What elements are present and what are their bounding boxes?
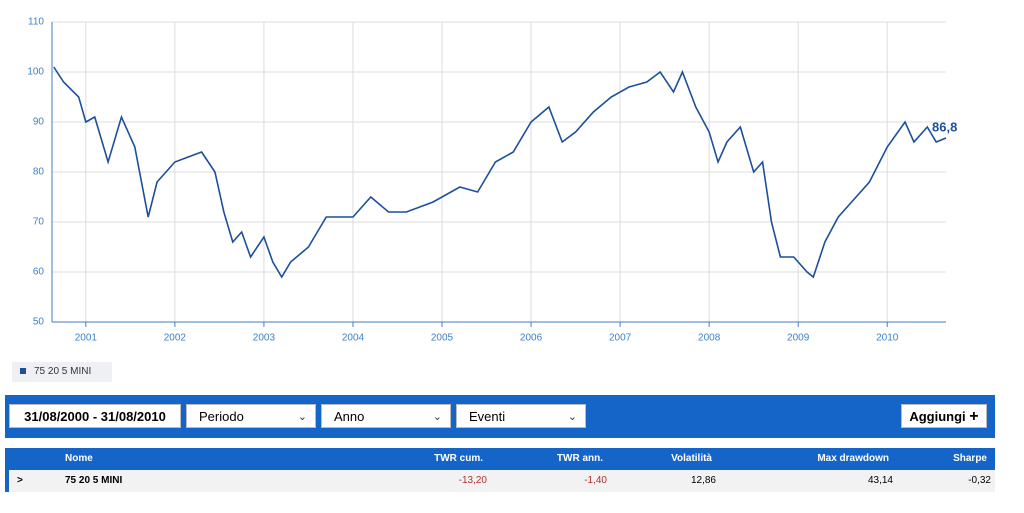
y-tick-label: 70: [33, 217, 45, 228]
x-tick-label: 2007: [609, 333, 632, 344]
chart: 50 60 70 80 90 100 110 2001 2002 2003 2004 2005 2006…: [27, 17, 957, 344]
y-tick-label: 100: [27, 67, 44, 78]
column-header: Max drawdown: [817, 453, 889, 464]
dropdown[interactable]: Eventi ⌄: [456, 404, 586, 428]
column-header: TWR cum.: [434, 453, 483, 464]
legend-swatch: [20, 368, 26, 375]
y-tick-label: 110: [28, 17, 44, 28]
table-cell: 12,86: [690, 475, 716, 486]
column-header: TWR ann.: [556, 453, 603, 464]
date-range[interactable]: 31/08/2000 - 31/08/2010: [9, 404, 181, 428]
add-button[interactable]: Aggiungi +: [901, 404, 987, 428]
column-header: Sharpe: [953, 453, 987, 464]
table-cell: 75 20 5 MINI: [65, 475, 123, 486]
y-tick-label: 50: [33, 317, 45, 328]
x-tick-label: 2009: [787, 333, 810, 344]
dropdown-label: Anno: [334, 409, 365, 424]
table-header: Nome TWR cum. TWR ann. Volatilità Max drawdo…: [5, 448, 995, 470]
dropdown-label: Periodo: [199, 409, 244, 424]
x-tick-label: 2008: [698, 333, 721, 344]
table-cell: -0,32: [968, 475, 991, 486]
table-row[interactable]: >75 20 5 MINI -13,20 -1,40 12,86 43,14 -0,32: [5, 470, 995, 492]
dropdown-label: Eventi: [469, 409, 506, 424]
x-tick-label: 2001: [75, 333, 98, 344]
table-cell: 43,14: [867, 475, 893, 486]
x-tick-label: 2002: [164, 333, 187, 344]
y-tick-label: 60: [33, 267, 45, 278]
expand-icon[interactable]: >: [17, 475, 23, 486]
button-label: Aggiungi: [909, 409, 966, 424]
x-tick-label: 2003: [253, 333, 276, 344]
table: Nome TWR cum. TWR ann. Volatilità Max drawdo…: [5, 448, 995, 492]
toolbar: 31/08/2000 - 31/08/2010 Periodo ⌄ Anno ⌄ E…: [5, 395, 995, 438]
x-tick-label: 2005: [431, 333, 454, 344]
y-tick-label: 80: [33, 167, 45, 178]
data-label: 86,8: [932, 119, 957, 134]
dropdown[interactable]: Anno ⌄: [321, 404, 451, 428]
y-tick-label: 90: [33, 117, 45, 128]
table-cell: -1,40: [584, 475, 607, 486]
x-tick-label: 2004: [342, 333, 365, 344]
legend-label: 75 20 5 MINI: [34, 366, 92, 377]
x-tick-label: 2006: [520, 333, 543, 344]
column-header: Nome: [65, 453, 93, 464]
table-cell: -13,20: [458, 475, 487, 486]
dropdown[interactable]: Periodo ⌄: [186, 404, 316, 428]
column-header: Volatilità: [671, 453, 712, 464]
legend[interactable]: 75 20 5 MINI: [12, 362, 112, 382]
x-tick-label: 2010: [876, 333, 899, 344]
series-line: [53, 66, 947, 279]
